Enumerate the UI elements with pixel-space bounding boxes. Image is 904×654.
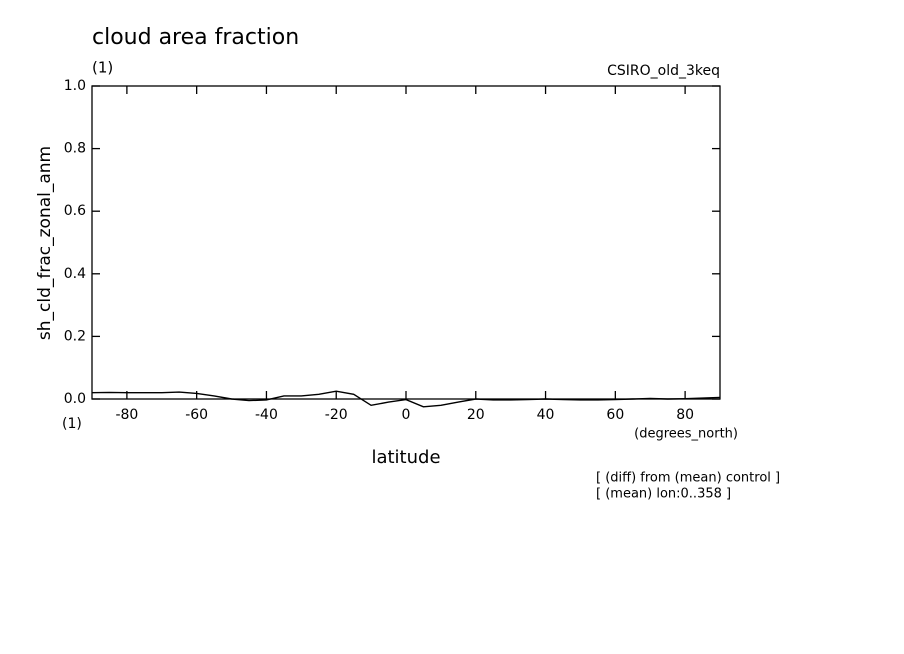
y-tick-label: 0.2	[64, 328, 86, 344]
x-tick-label: -40	[255, 407, 278, 423]
subtitle: (1)	[92, 59, 113, 77]
y-units: (1)	[62, 416, 82, 432]
x-units: (degrees_north)	[634, 427, 738, 442]
chart-title: cloud area fraction	[92, 25, 299, 50]
y-axis-label: sh_cld_frac_zonal_anm	[35, 146, 55, 340]
plot-frame	[91, 85, 721, 400]
y-tick-label: 1.0	[64, 78, 86, 94]
x-axis-label: latitude	[371, 447, 440, 468]
x-tick-label: 60	[606, 407, 624, 423]
x-tick-label: 0	[402, 407, 411, 423]
x-tick-label: 40	[537, 407, 555, 423]
note: [ (mean) lon:0..358 ]	[596, 487, 731, 502]
x-tick-label: 80	[676, 407, 694, 423]
x-tick-label: -60	[185, 407, 208, 423]
y-tick-label: 0.8	[64, 141, 86, 157]
x-tick-label: -20	[325, 407, 348, 423]
note: [ (diff) from (mean) control ]	[596, 471, 780, 486]
model-name: CSIRO_old_3keq	[607, 63, 720, 79]
data-line	[91, 390, 721, 408]
x-tick-label: -80	[115, 407, 138, 423]
y-tick-label: 0.4	[64, 266, 86, 282]
y-tick-label: 0.6	[64, 203, 86, 219]
y-tick-label: 0.0	[64, 391, 86, 407]
x-tick-label: 20	[467, 407, 485, 423]
